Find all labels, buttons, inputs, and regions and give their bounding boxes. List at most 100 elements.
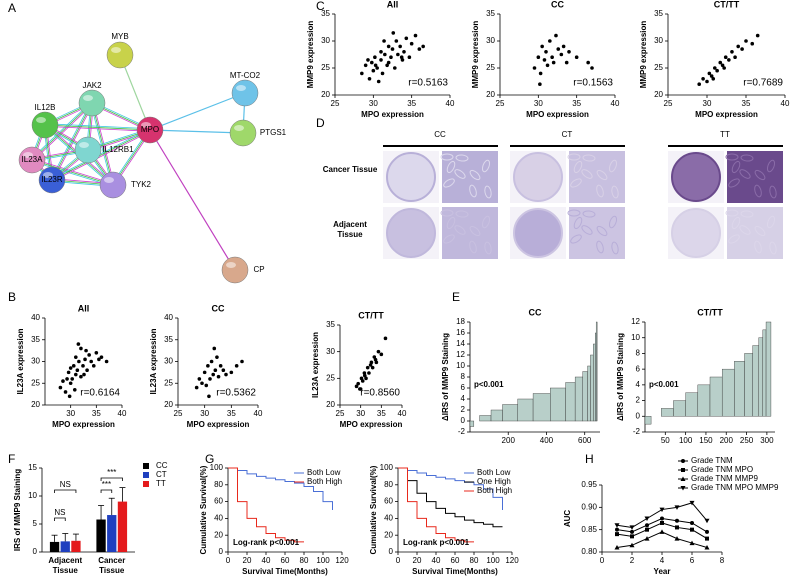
annotation: p<0.001 — [474, 380, 504, 389]
y-tick-label: 10 — [631, 333, 640, 342]
network-edge — [44, 125, 150, 132]
x-tick-label: 30 — [703, 99, 712, 108]
tissue-texture — [611, 185, 619, 199]
node-highlight — [83, 95, 93, 101]
scatter-point — [389, 55, 393, 59]
scatter-point — [379, 50, 383, 54]
x-axis-label: MPO expression — [526, 110, 589, 119]
scatter-point — [421, 44, 425, 49]
annotation: r=0.5362 — [216, 388, 256, 399]
scatter-point — [224, 372, 228, 377]
tissue-texture — [596, 225, 608, 237]
scatter-point — [215, 355, 219, 359]
waterfall-bar — [734, 361, 745, 417]
network-edge — [45, 123, 151, 130]
scatter-point — [567, 50, 571, 54]
y-tick-label: 25 — [321, 63, 330, 72]
y-tick-label: 0.85 — [581, 525, 597, 534]
scatter-point — [590, 66, 594, 70]
node-label: PTGS1 — [260, 128, 287, 137]
scatter-point — [538, 82, 542, 86]
scatter-point — [63, 390, 68, 394]
panel-label: H — [585, 452, 594, 466]
tissue-texture — [769, 241, 777, 255]
x-tick-label: 2 — [630, 556, 635, 565]
tissue-texture — [611, 241, 619, 255]
y-axis-label: ΔIRS of MMP9 Staining — [616, 333, 625, 421]
network-edge — [31, 102, 93, 161]
marker — [660, 516, 664, 521]
x-axis-label: Survival Time(Months) — [412, 567, 498, 576]
scatter-point — [373, 63, 378, 68]
scatter-point — [379, 58, 383, 62]
tissue-texture — [581, 169, 593, 179]
waterfall-bar — [673, 400, 686, 417]
node-highlight — [79, 142, 89, 148]
y-tick-label: 35 — [654, 9, 663, 18]
tissue-texture — [443, 234, 455, 244]
node-label: IL12B — [35, 103, 56, 112]
y-axis-label: Cumulative Survival(%) — [199, 465, 208, 554]
series-line — [616, 531, 708, 549]
tissue-core — [513, 208, 563, 258]
x-axis-label: Year — [654, 567, 671, 576]
x-axis-label: MPO expression — [340, 420, 403, 429]
y-tick-label: 0 — [636, 411, 641, 420]
network-node — [229, 119, 257, 147]
scatter-point — [81, 364, 85, 368]
marker — [689, 540, 695, 546]
network-edge — [30, 101, 92, 160]
tissue-texture — [596, 169, 608, 181]
x-tick-label: 20 — [413, 556, 422, 565]
scatter-point — [360, 71, 364, 76]
tissue-texture — [731, 160, 741, 174]
scatter-point — [211, 372, 215, 377]
marker — [659, 507, 665, 513]
marker — [675, 525, 679, 530]
scatter-point — [715, 68, 719, 73]
scatter-point — [376, 349, 381, 354]
annotation: r=0.7689 — [743, 78, 783, 89]
scatter-point — [545, 63, 550, 68]
x-tick-label: 35 — [407, 99, 416, 108]
marker — [614, 523, 620, 528]
x-tick-label: 8 — [720, 556, 725, 565]
scatter-point — [76, 342, 81, 346]
y-tick-label: 25 — [654, 63, 663, 72]
x-axis-label: Survival Time(Months) — [242, 567, 328, 576]
tissue-core — [386, 208, 436, 258]
scatter-point — [402, 50, 406, 54]
scatter-point — [240, 359, 244, 364]
y-tick-label: 80 — [214, 480, 223, 489]
node-label: IL12RB1 — [102, 145, 134, 154]
x-tick-label: 25 — [336, 409, 345, 418]
chart-title: CC — [551, 0, 564, 9]
row-label-box: Adjacent Tissue — [333, 220, 367, 239]
y-tick-label: 30 — [654, 36, 663, 45]
scatter-point — [707, 71, 712, 76]
x-tick-label: 25 — [174, 409, 183, 418]
x-tick-label: 35 — [92, 409, 101, 418]
series-line — [398, 467, 474, 543]
marker — [644, 536, 650, 541]
y-axis-label: MMP9 expression — [639, 21, 648, 89]
y-tick-label: 25 — [326, 373, 335, 382]
tissue-texture — [608, 159, 618, 173]
y-axis-label: MMP9 expression — [306, 21, 315, 89]
x-tick-label: 30 — [356, 409, 365, 418]
legend-label: Grade TNM MMP9 — [691, 474, 759, 483]
marker — [681, 459, 685, 463]
waterfall-bar — [479, 415, 492, 422]
x-tick-label: 50 — [661, 436, 670, 445]
annotation: *** — [102, 480, 111, 489]
waterfall-bar — [469, 420, 475, 427]
tissue-texture — [769, 185, 777, 199]
scatter-point — [370, 365, 375, 370]
scatter-point — [360, 379, 365, 383]
tissue-texture — [481, 159, 491, 173]
x-tick-label: 300 — [760, 436, 774, 445]
y-tick-label: 20 — [321, 90, 330, 99]
scatter-point — [532, 66, 537, 70]
y-tick-label: 20 — [486, 90, 495, 99]
x-tick-label: 30 — [369, 99, 378, 108]
